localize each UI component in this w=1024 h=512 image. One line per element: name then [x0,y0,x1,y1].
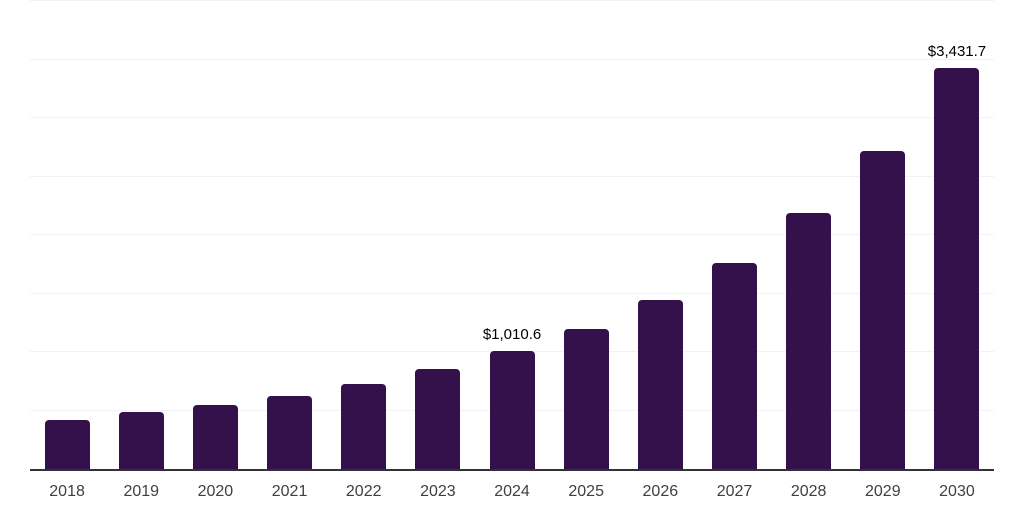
bar-column: $1,010.6 [475,1,549,469]
x-axis-line [30,469,994,471]
bar [786,213,832,469]
x-axis-label: 2027 [716,483,753,500]
bar-column [772,1,846,469]
bar [637,299,683,469]
gridline [30,234,994,235]
x-axis-label: 2028 [790,483,827,500]
bar-value-label: $3,431.7 [927,42,987,60]
x-axis-labels: 2018 2019 2020 2021 2022 2023 2024 2025 2026 2027… [30,483,994,501]
x-axis-label: 2020 [197,483,234,500]
gridline [30,292,994,294]
gridline [30,0,994,1]
x-axis-label: 2029 [865,483,901,500]
gridline [30,117,994,118]
gridline [30,58,994,60]
bar [934,67,980,469]
bar-column [252,1,326,469]
bar [192,405,238,469]
bar [415,369,461,469]
bar [118,412,164,469]
bar [489,350,535,469]
x-axis-label: 2022 [345,483,382,500]
x-axis-label: 2026 [642,483,679,500]
bar [860,150,906,469]
bar-column [178,1,252,469]
bar-column [327,1,401,469]
bar-column [30,1,104,469]
x-axis-label: 2024 [494,483,530,500]
bar-column [549,1,623,469]
gridline [30,175,994,177]
plot-area: $1,010.6 $3,431.7 [30,0,994,469]
bar [44,419,90,469]
x-axis-label: 2025 [568,483,604,500]
bars-container: $1,010.6 $3,431.7 [30,1,994,469]
bar-column: $3,431.7 [920,1,994,469]
x-axis-label: 2019 [123,483,160,500]
bar-value-label: $1,010.6 [482,325,542,343]
bar [711,262,757,469]
bar [563,328,609,469]
bar-column [697,1,771,469]
x-axis-label: 2023 [420,483,456,500]
bar-column [401,1,475,469]
bar [267,395,313,469]
bar-column [623,1,697,469]
x-axis-label: 2018 [49,483,85,500]
x-axis-label: 2030 [939,483,975,500]
bar [341,383,387,469]
bar-column [846,1,920,469]
bar-column [104,1,178,469]
x-axis-label: 2021 [271,483,308,500]
